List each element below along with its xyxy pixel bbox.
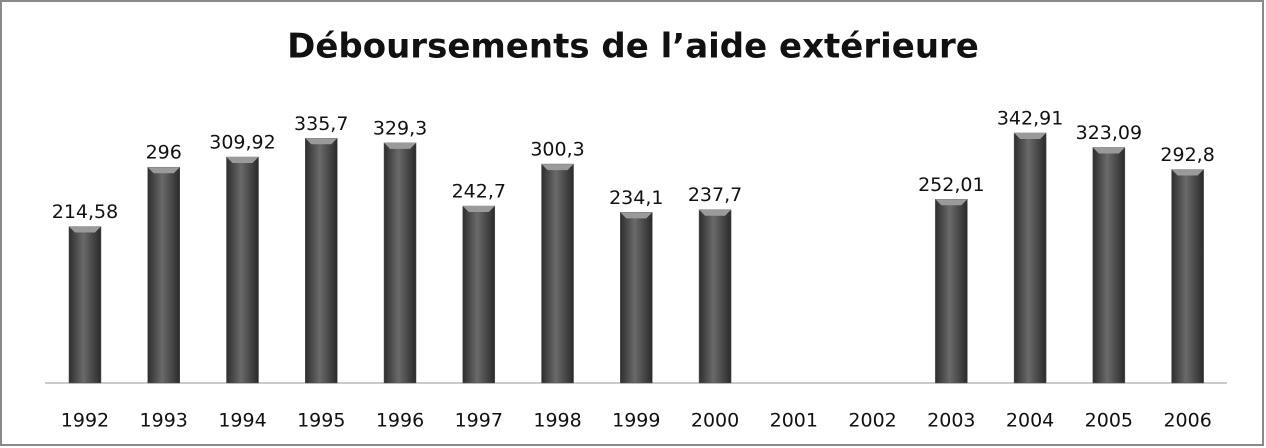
x-tick-label: 1997 [455, 410, 503, 432]
bar [305, 138, 338, 384]
data-label: 234,1 [609, 187, 663, 209]
bar [698, 209, 732, 384]
bar [620, 212, 653, 384]
bar [147, 166, 180, 384]
data-label: 242,7 [452, 181, 506, 203]
bar [226, 156, 259, 384]
bar-cap [305, 138, 338, 145]
bar [541, 163, 574, 384]
x-tick-label: 1993 [140, 410, 188, 432]
data-label: 292,8 [1160, 144, 1214, 166]
x-tick-label: 2002 [848, 410, 896, 432]
x-tick-label: 1996 [376, 410, 424, 432]
bar-cap [541, 164, 574, 171]
x-tick-label: 2000 [691, 410, 739, 432]
x-tick-label: 2006 [1163, 410, 1211, 432]
data-label: 329,3 [373, 117, 427, 139]
x-tick-label: 1998 [533, 410, 581, 432]
bar-cap [147, 167, 180, 174]
bar [462, 205, 496, 384]
x-tick-label: 1999 [612, 410, 660, 432]
bar-cap [1092, 147, 1125, 154]
bar [1092, 147, 1126, 384]
bar [1013, 132, 1047, 384]
bar-cap [1014, 133, 1047, 139]
bar [68, 226, 102, 384]
bar-cap [462, 206, 495, 213]
bar [383, 142, 417, 384]
bar-cap [699, 209, 732, 216]
data-label: 323,09 [1076, 122, 1142, 144]
data-label: 237,7 [688, 184, 742, 206]
x-tick-label: 2005 [1085, 410, 1133, 432]
bar-cap [226, 157, 259, 164]
x-tick-label: 1994 [218, 410, 266, 432]
data-label: 296 [146, 142, 182, 164]
chart-title: Déboursements de l’aide extérieure [287, 27, 979, 67]
data-label: 335,7 [294, 113, 348, 135]
bar [935, 199, 968, 384]
x-tick-label: 2001 [770, 410, 818, 432]
data-label: 252,01 [918, 174, 984, 196]
bar-cap [620, 212, 653, 219]
x-tick-label: 1992 [61, 410, 109, 432]
data-label: 342,91 [997, 108, 1063, 130]
x-tick-label: 1995 [297, 410, 345, 432]
bar-cap [1171, 169, 1204, 176]
data-label: 309,92 [209, 132, 275, 154]
bar-cap [935, 199, 968, 206]
bar [1171, 169, 1204, 384]
data-label: 214,58 [52, 201, 118, 223]
bar-cap [68, 226, 101, 233]
bar-cap [384, 142, 417, 149]
x-tick-label: 2004 [1006, 410, 1054, 432]
x-tick-label: 2003 [927, 410, 975, 432]
data-label: 300,3 [530, 139, 584, 161]
